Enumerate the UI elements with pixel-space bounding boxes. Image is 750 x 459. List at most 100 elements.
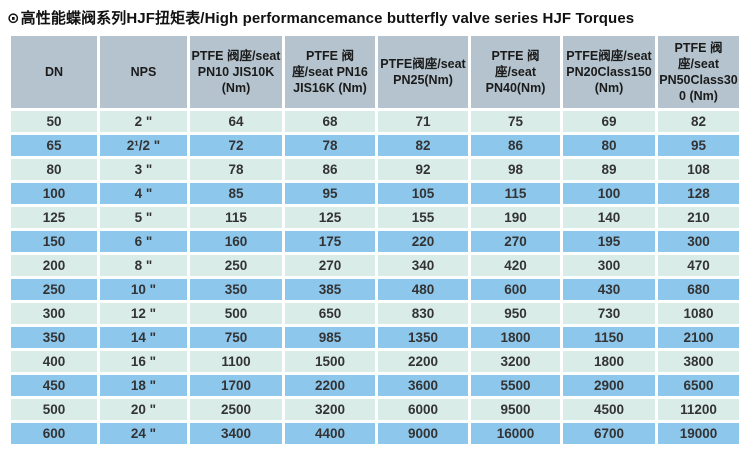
torque-cell: 500 xyxy=(190,303,282,324)
torque-cell: 9500 xyxy=(471,399,560,420)
torque-cell: 4400 xyxy=(285,423,375,444)
torque-cell: 75 xyxy=(471,111,560,132)
dn-cell: 400 xyxy=(11,351,97,372)
torque-cell: 6500 xyxy=(658,375,739,396)
torque-cell: 3400 xyxy=(190,423,282,444)
table-row: 200 8 " 250 270 340 420 300 470 xyxy=(11,255,739,276)
torque-cell: 3600 xyxy=(378,375,468,396)
torque-cell: 1100 xyxy=(190,351,282,372)
header-nps: NPS xyxy=(100,36,187,108)
torque-cell: 3800 xyxy=(658,351,739,372)
page-title: ⊙高性能蝶阀系列HJF扭矩表/High performancemance but… xyxy=(0,0,750,28)
torque-cell: 82 xyxy=(658,111,739,132)
dn-cell: 350 xyxy=(11,327,97,348)
nps-cell: 10 " xyxy=(100,279,187,300)
torque-cell: 125 xyxy=(285,207,375,228)
dn-cell: 600 xyxy=(11,423,97,444)
nps-cell: 4 " xyxy=(100,183,187,204)
torque-cell: 95 xyxy=(285,183,375,204)
torque-cell: 270 xyxy=(285,255,375,276)
header-pn10-jis10k: PTFE 阀座/seat PN10 JIS10K (Nm) xyxy=(190,36,282,108)
nps-cell: 24 " xyxy=(100,423,187,444)
dn-cell: 65 xyxy=(11,135,97,156)
table-row: 250 10 " 350 385 480 600 430 680 xyxy=(11,279,739,300)
torque-cell: 6000 xyxy=(378,399,468,420)
torque-cell: 92 xyxy=(378,159,468,180)
bullet-icon: ⊙ xyxy=(7,10,20,27)
torque-cell: 650 xyxy=(285,303,375,324)
torque-cell: 300 xyxy=(563,255,655,276)
torque-cell: 64 xyxy=(190,111,282,132)
dn-cell: 300 xyxy=(11,303,97,324)
dn-cell: 450 xyxy=(11,375,97,396)
torque-cell: 175 xyxy=(285,231,375,252)
torque-cell: 69 xyxy=(563,111,655,132)
torque-cell: 480 xyxy=(378,279,468,300)
torque-cell: 68 xyxy=(285,111,375,132)
torque-cell: 470 xyxy=(658,255,739,276)
nps-cell: 3 " xyxy=(100,159,187,180)
torque-cell: 115 xyxy=(471,183,560,204)
torque-cell: 430 xyxy=(563,279,655,300)
torque-cell: 830 xyxy=(378,303,468,324)
torque-cell: 71 xyxy=(378,111,468,132)
torque-cell: 600 xyxy=(471,279,560,300)
torque-cell: 1800 xyxy=(471,327,560,348)
torque-cell: 2200 xyxy=(285,375,375,396)
table-row: 125 5 " 115 125 155 190 140 210 xyxy=(11,207,739,228)
dn-cell: 100 xyxy=(11,183,97,204)
table-row: 50 2 " 64 68 71 75 69 82 xyxy=(11,111,739,132)
table-row: 600 24 " 3400 4400 9000 16000 6700 19000 xyxy=(11,423,739,444)
torque-cell: 89 xyxy=(563,159,655,180)
header-pn25: PTFE阀座/seat PN25(Nm) xyxy=(378,36,468,108)
torque-cell: 140 xyxy=(563,207,655,228)
torque-cell: 16000 xyxy=(471,423,560,444)
torque-cell: 340 xyxy=(378,255,468,276)
nps-cell: 2 " xyxy=(100,111,187,132)
table-body: 50 2 " 64 68 71 75 69 82 65 2¹/2 " 72 78 82 86 80 95 80 3… xyxy=(11,111,739,444)
torque-cell: 9000 xyxy=(378,423,468,444)
torque-cell: 270 xyxy=(471,231,560,252)
table-row: 450 18 " 1700 2200 3600 5500 2900 6500 xyxy=(11,375,739,396)
torque-cell: 2200 xyxy=(378,351,468,372)
torque-cell: 160 xyxy=(190,231,282,252)
torque-cell: 105 xyxy=(378,183,468,204)
header-row: DN NPS PTFE 阀座/seat PN10 JIS10K (Nm) PTF… xyxy=(11,36,739,108)
nps-cell: 8 " xyxy=(100,255,187,276)
torque-cell: 210 xyxy=(658,207,739,228)
dn-cell: 80 xyxy=(11,159,97,180)
dn-cell: 200 xyxy=(11,255,97,276)
table-row: 350 14 " 750 985 1350 1800 1150 2100 xyxy=(11,327,739,348)
torque-table: DN NPS PTFE 阀座/seat PN10 JIS10K (Nm) PTF… xyxy=(8,33,742,447)
torque-cell: 1700 xyxy=(190,375,282,396)
table-row: 80 3 " 78 86 92 98 89 108 xyxy=(11,159,739,180)
torque-cell: 2100 xyxy=(658,327,739,348)
table-row: 150 6 " 160 175 220 270 195 300 xyxy=(11,231,739,252)
torque-cell: 78 xyxy=(285,135,375,156)
dn-cell: 125 xyxy=(11,207,97,228)
page-title-text: 高性能蝶阀系列HJF扭矩表/High performancemance butt… xyxy=(20,10,635,27)
table-row: 65 2¹/2 " 72 78 82 86 80 95 xyxy=(11,135,739,156)
torque-cell: 195 xyxy=(563,231,655,252)
torque-cell: 220 xyxy=(378,231,468,252)
torque-cell: 6700 xyxy=(563,423,655,444)
torque-cell: 1150 xyxy=(563,327,655,348)
torque-cell: 2500 xyxy=(190,399,282,420)
dn-cell: 500 xyxy=(11,399,97,420)
torque-cell: 420 xyxy=(471,255,560,276)
dn-cell: 50 xyxy=(11,111,97,132)
torque-cell: 680 xyxy=(658,279,739,300)
torque-cell: 1350 xyxy=(378,327,468,348)
nps-cell: 20 " xyxy=(100,399,187,420)
torque-cell: 82 xyxy=(378,135,468,156)
torque-cell: 3200 xyxy=(471,351,560,372)
torque-cell: 730 xyxy=(563,303,655,324)
torque-cell: 86 xyxy=(285,159,375,180)
torque-cell: 950 xyxy=(471,303,560,324)
torque-cell: 2900 xyxy=(563,375,655,396)
torque-cell: 128 xyxy=(658,183,739,204)
torque-cell: 300 xyxy=(658,231,739,252)
torque-cell: 350 xyxy=(190,279,282,300)
torque-cell: 100 xyxy=(563,183,655,204)
